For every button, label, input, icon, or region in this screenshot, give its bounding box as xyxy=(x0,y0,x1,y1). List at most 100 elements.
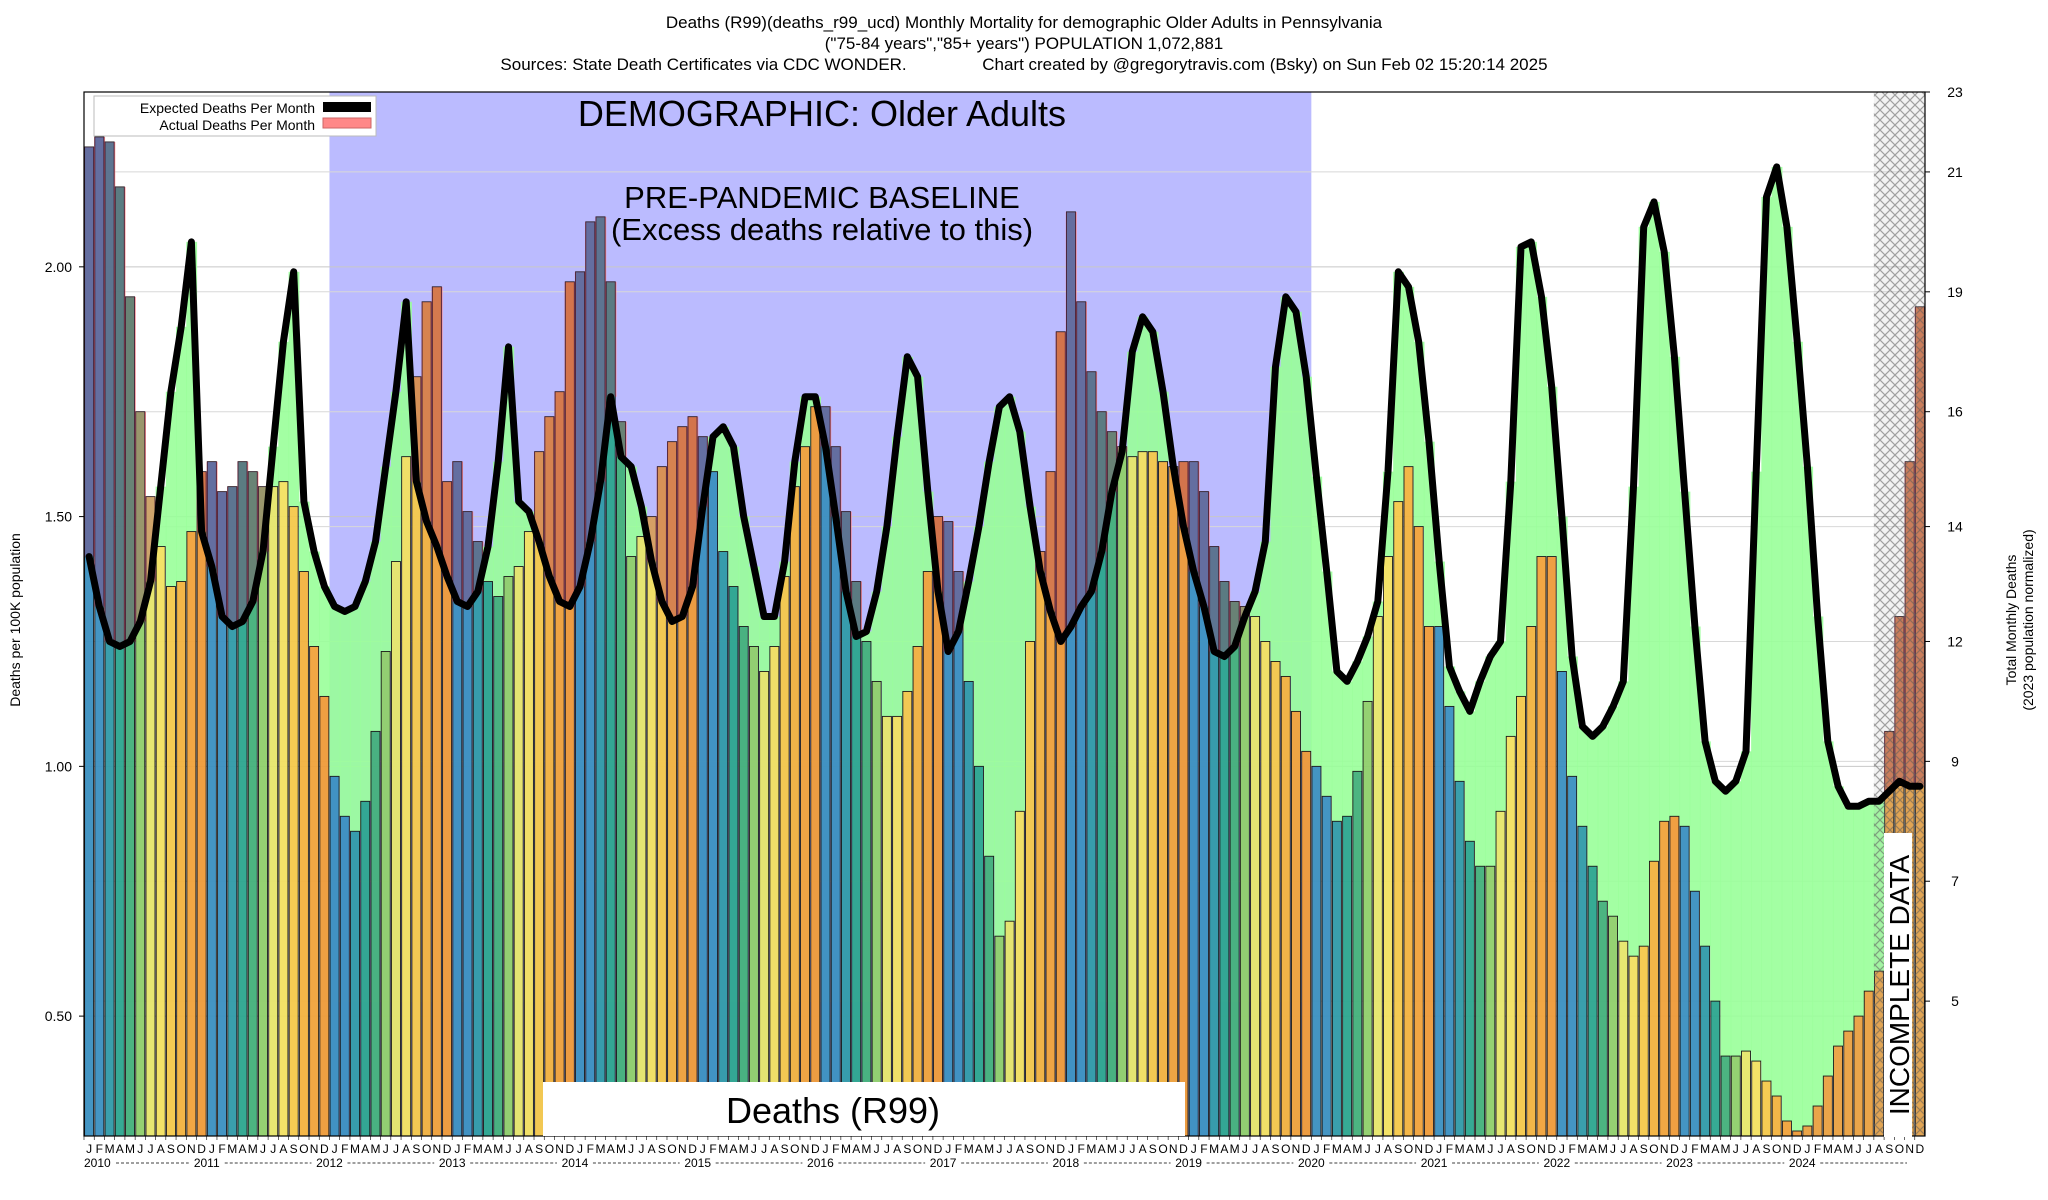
x-month-label-142: N xyxy=(1537,1142,1546,1156)
x-month-label-99: A xyxy=(1098,1142,1106,1156)
excess-overlay-85 xyxy=(953,571,964,632)
incomplete-data-label-group: INCOMPLETE DATA xyxy=(1884,833,1915,1137)
x-month-label-5: J xyxy=(137,1142,143,1156)
x-month-label-3: A xyxy=(116,1142,124,1156)
bar-136 xyxy=(1475,865,1486,1137)
x-year-label-2024: 2024 xyxy=(1789,1156,1816,1170)
x-month-label-141: O xyxy=(1527,1142,1536,1156)
legend: Expected Deaths Per Month Actual Deaths … xyxy=(93,95,377,137)
difference-fill-103 xyxy=(1137,316,1149,452)
bar-142 xyxy=(1536,556,1547,1137)
difference-fill-63 xyxy=(728,446,740,587)
difference-fill-120 xyxy=(1311,476,1323,767)
difference-fill-165 xyxy=(1771,166,1783,1097)
bar-157 xyxy=(1689,890,1700,1137)
x-month-label-81: O xyxy=(913,1142,922,1156)
excess-overlay-50 xyxy=(595,216,606,482)
x-month-label-35: D xyxy=(443,1142,452,1156)
difference-fill-124 xyxy=(1352,661,1364,772)
difference-fill-70 xyxy=(799,396,811,447)
bar-54 xyxy=(636,536,647,1137)
excess-overlay-99 xyxy=(1096,411,1107,552)
x-month-label-119: D xyxy=(1302,1142,1311,1156)
x-month-label-22: N xyxy=(310,1142,319,1156)
difference-fill-77 xyxy=(871,591,883,682)
x-month-label-84: J xyxy=(945,1142,951,1156)
x-month-label-166: N xyxy=(1783,1142,1792,1156)
bar-21 xyxy=(298,571,309,1137)
excess-overlay-2 xyxy=(104,141,115,642)
x-month-label-146: M xyxy=(1577,1142,1587,1156)
bar-115 xyxy=(1260,641,1271,1137)
x-month-label-177: O xyxy=(1895,1142,1904,1156)
x-month-label-20: S xyxy=(290,1142,298,1156)
x-month-label-80: S xyxy=(903,1142,911,1156)
bar-135 xyxy=(1464,840,1475,1137)
excess-overlay-47 xyxy=(564,281,575,607)
difference-fill-146 xyxy=(1577,726,1589,827)
difference-fill-149 xyxy=(1607,706,1619,917)
x-month-label-72: J xyxy=(823,1142,829,1156)
bar-41 xyxy=(503,576,514,1137)
x-month-label-150: J xyxy=(1620,1142,1626,1156)
difference-fill-76 xyxy=(861,631,873,642)
chart-title: Deaths (R99)(deaths_r99_ucd) Monthly Mor… xyxy=(0,12,2048,75)
x-month-label-113: J xyxy=(1242,1142,1248,1156)
title-line-3: Sources: State Death Certificates via CD… xyxy=(500,55,1548,74)
difference-fill-29 xyxy=(380,466,392,652)
difference-fill-115 xyxy=(1260,541,1272,642)
bar-112 xyxy=(1229,601,1240,1137)
bar-114 xyxy=(1250,616,1261,1137)
difference-fill-78 xyxy=(881,526,893,717)
x-month-label-157: F xyxy=(1691,1142,1698,1156)
excess-overlay-4 xyxy=(124,296,136,642)
bar-70 xyxy=(800,446,811,1137)
x-year-label-2021: 2021 xyxy=(1421,1156,1448,1170)
x-year-label-2023: 2023 xyxy=(1666,1156,1693,1170)
excess-overlay-60 xyxy=(697,436,708,507)
difference-fill-171 xyxy=(1832,786,1844,1047)
x-month-label-152: S xyxy=(1640,1142,1648,1156)
difference-fill-64 xyxy=(738,516,750,627)
x-month-label-165: O xyxy=(1772,1142,1781,1156)
difference-fill-167 xyxy=(1792,341,1803,1132)
x-year-label-2015: 2015 xyxy=(684,1156,711,1170)
bar-152 xyxy=(1638,945,1649,1137)
bar-160 xyxy=(1720,1055,1731,1137)
excess-overlay-57 xyxy=(666,441,678,622)
difference-fill-39 xyxy=(482,546,494,582)
excess-overlay-59 xyxy=(687,416,698,587)
difference-fill-134 xyxy=(1454,691,1466,782)
difference-fill-147 xyxy=(1587,736,1599,867)
x-month-label-155: D xyxy=(1670,1142,1679,1156)
difference-fill-156 xyxy=(1679,491,1691,827)
x-month-label-104: S xyxy=(1149,1142,1157,1156)
x-month-label-153: O xyxy=(1649,1142,1658,1156)
excess-overlay-109 xyxy=(1198,491,1210,607)
x-month-label-79: A xyxy=(893,1142,901,1156)
difference-fill-8 xyxy=(165,391,177,587)
x-year-label-2019: 2019 xyxy=(1175,1156,1202,1170)
bar-167 xyxy=(1792,1130,1803,1137)
difference-fill-26 xyxy=(349,606,361,832)
x-month-label-86: M xyxy=(964,1142,974,1156)
x-month-label-82: N xyxy=(923,1142,932,1156)
x-month-label-17: J xyxy=(260,1142,266,1156)
x-month-label-23: D xyxy=(320,1142,329,1156)
difference-fill-89 xyxy=(994,406,1006,937)
x-month-label-69: O xyxy=(790,1142,799,1156)
bar-85 xyxy=(953,571,964,1137)
x-month-label-14: M xyxy=(227,1142,237,1156)
excess-overlay-3 xyxy=(114,186,125,647)
y-tick-label-left-1.50: 1.50 xyxy=(45,509,72,525)
difference-fill-161 xyxy=(1730,781,1742,1057)
bar-82 xyxy=(922,571,933,1137)
x-month-label-132: J xyxy=(1436,1142,1442,1156)
excess-overlay-98 xyxy=(1086,371,1097,592)
x-month-label-6: J xyxy=(147,1142,153,1156)
difference-fill-23 xyxy=(319,586,331,697)
y-tick-label-right-9: 9 xyxy=(1951,753,1959,769)
excess-overlay-12 xyxy=(206,461,217,567)
bar-149 xyxy=(1608,915,1619,1137)
difference-fill-104 xyxy=(1147,331,1159,452)
